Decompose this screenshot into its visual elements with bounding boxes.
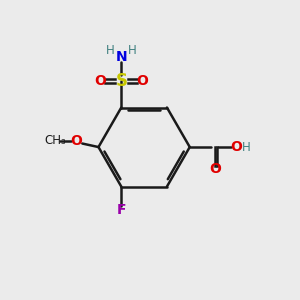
Text: N: N — [116, 50, 127, 64]
Text: CH₃: CH₃ — [44, 134, 66, 147]
Text: H: H — [242, 141, 251, 154]
Text: O: O — [70, 134, 82, 148]
Text: O: O — [136, 74, 148, 88]
Text: H: H — [106, 44, 115, 58]
Text: O: O — [230, 140, 242, 154]
Text: F: F — [116, 203, 126, 217]
Text: S: S — [115, 72, 127, 90]
Text: H: H — [128, 44, 137, 58]
Text: O: O — [209, 162, 221, 176]
Text: O: O — [94, 74, 106, 88]
